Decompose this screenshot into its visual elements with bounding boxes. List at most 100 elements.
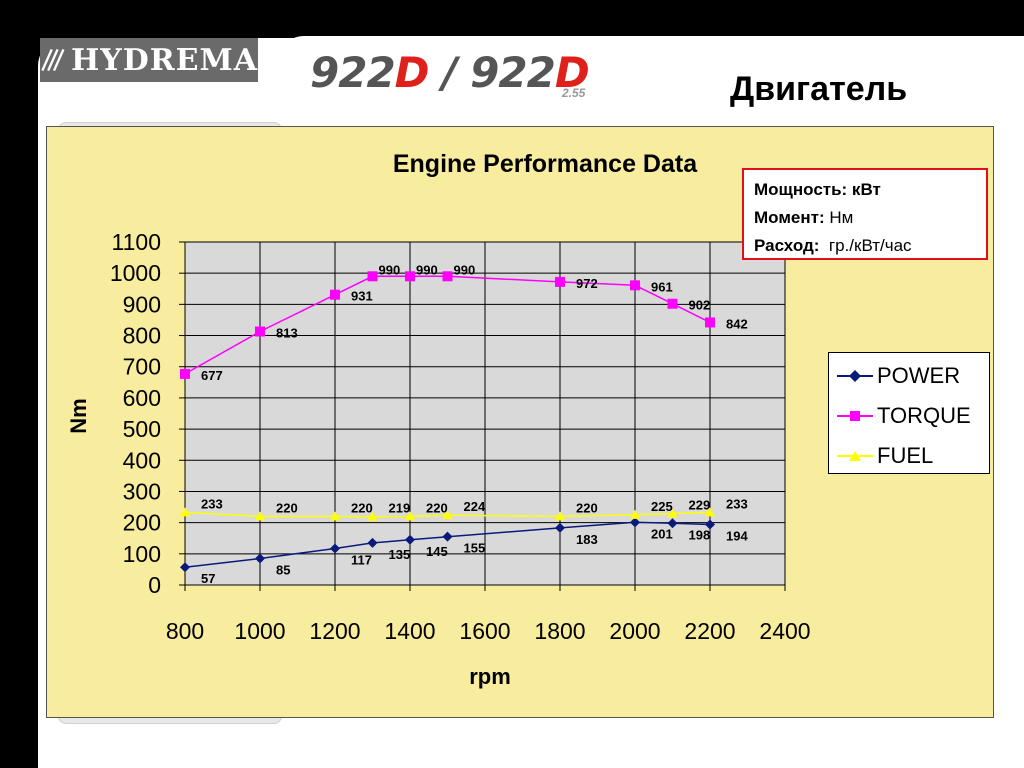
fuel-point	[667, 508, 678, 518]
legend-item-power: POWER	[829, 361, 989, 391]
torque-point	[442, 271, 453, 282]
data-label-torque: 990	[379, 262, 401, 277]
y-tick-label: 1000	[110, 260, 161, 286]
power-point	[255, 553, 265, 564]
y-axis-label: Nm	[66, 398, 91, 433]
units-torque-row: Момент: Нм	[754, 204, 976, 232]
y-tick-label: 1100	[112, 229, 161, 255]
power-point	[705, 519, 715, 530]
data-label-torque: 677	[201, 368, 223, 383]
logo-stripes-icon	[40, 47, 67, 73]
fuel-point	[180, 507, 190, 517]
torque-point	[555, 276, 565, 287]
y-tick-label: 200	[123, 510, 161, 536]
units-power-row: Мощность: кВт	[754, 176, 976, 204]
torque-point	[667, 298, 678, 309]
data-label-power: 201	[651, 526, 673, 541]
units-fuel-value: гр./кВт/час	[828, 236, 912, 255]
data-label-torque: 842	[726, 316, 748, 331]
units-fuel-row: Расход: гр./кВт/час	[754, 232, 976, 260]
x-tick-label: 1000	[234, 618, 285, 644]
y-tick-label: 500	[123, 416, 161, 442]
x-tick-label: 1200	[309, 618, 360, 644]
x-tick-labels: 800 1000 1200 1400 1600 1800 2000 2200 2400	[166, 618, 811, 644]
torque-point	[705, 317, 715, 328]
data-label-fuel: 233	[201, 496, 223, 511]
data-label-torque: 961	[651, 279, 673, 294]
data-label-fuel: 225	[651, 499, 673, 514]
model-separator: /	[428, 48, 471, 97]
y-tick-label: 900	[123, 291, 161, 317]
triangle-icon	[849, 451, 861, 461]
diamond-icon	[849, 370, 861, 382]
data-label-torque: 990	[416, 262, 438, 277]
torque-point	[180, 368, 190, 379]
y-tick-label: 400	[123, 447, 161, 473]
data-label-torque: 813	[276, 325, 298, 340]
chart-title: Engine Performance Data	[393, 150, 698, 178]
data-label-power: 183	[576, 532, 598, 547]
fuel-point	[330, 511, 340, 521]
data-label-torque: 972	[576, 276, 598, 291]
power-point	[180, 562, 190, 573]
data-label-power: 155	[464, 541, 486, 556]
power-point	[667, 518, 678, 529]
units-box: Мощность: кВт Момент: Нм Расход: гр./кВт…	[742, 168, 988, 260]
legend-item-torque: TORQUE	[829, 401, 989, 431]
torque-point	[630, 280, 640, 291]
data-label-fuel: 229	[689, 498, 711, 513]
page-title: Двигатель	[730, 70, 908, 108]
x-axis-label: rpm	[469, 664, 511, 689]
model-d2: D	[554, 48, 590, 97]
data-label-fuel: 233	[726, 496, 748, 511]
data-labels: 57 85 117 135 145 155 183 201 198 194 677 813 931 990…	[201, 262, 748, 586]
model-subscript: 2.55	[562, 86, 586, 100]
y-tick-labels: 0 100 200 300 400 500 600 700 800 900 1000 1100	[110, 229, 161, 598]
series-line-torque	[184, 275, 711, 375]
fuel-point	[442, 510, 453, 520]
data-label-fuel: 220	[351, 500, 373, 515]
legend-power-label: POWER	[877, 363, 961, 388]
y-tick-label: 300	[123, 478, 161, 504]
fuel-point	[367, 511, 378, 521]
data-label-power: 145	[426, 544, 448, 559]
model-d1: D	[394, 48, 430, 97]
power-point	[442, 531, 453, 542]
data-label-power: 198	[689, 527, 711, 542]
y-tick-label: 0	[148, 572, 161, 598]
power-point	[555, 522, 565, 533]
header-panel	[278, 36, 1024, 76]
power-point	[405, 534, 415, 545]
data-label-fuel: 220	[576, 500, 598, 515]
series-markers	[180, 271, 715, 573]
data-label-fuel: 220	[426, 500, 448, 515]
fuel-point	[255, 511, 265, 521]
fuel-point	[405, 511, 415, 521]
data-label-power: 117	[351, 553, 372, 568]
legend-torque-label: TORQUE	[877, 403, 971, 428]
fuel-point	[630, 509, 640, 519]
hydrema-logo: HYDREMA	[40, 38, 258, 82]
grid	[179, 241, 786, 591]
y-tick-label: 700	[123, 354, 161, 380]
fuel-point	[555, 511, 565, 521]
x-tick-label: 1600	[459, 618, 510, 644]
chart-legend: POWER TORQUE FUEL	[828, 352, 990, 474]
data-label-power: 85	[276, 562, 290, 577]
torque-point	[255, 326, 265, 337]
model-part1: 922	[310, 48, 396, 97]
data-label-power: 57	[201, 571, 215, 586]
torque-point	[405, 271, 415, 282]
torque-point	[367, 271, 378, 282]
x-tick-label: 1400	[384, 618, 435, 644]
x-tick-label: 800	[166, 618, 204, 644]
series-line-power	[184, 521, 711, 568]
units-power-label: Мощность: кВт	[754, 180, 881, 199]
power-point	[367, 537, 378, 548]
x-tick-label: 2400	[759, 618, 810, 644]
data-label-torque: 931	[351, 289, 373, 304]
model-part2: 922	[470, 48, 556, 97]
data-label-torque: 902	[689, 298, 711, 313]
